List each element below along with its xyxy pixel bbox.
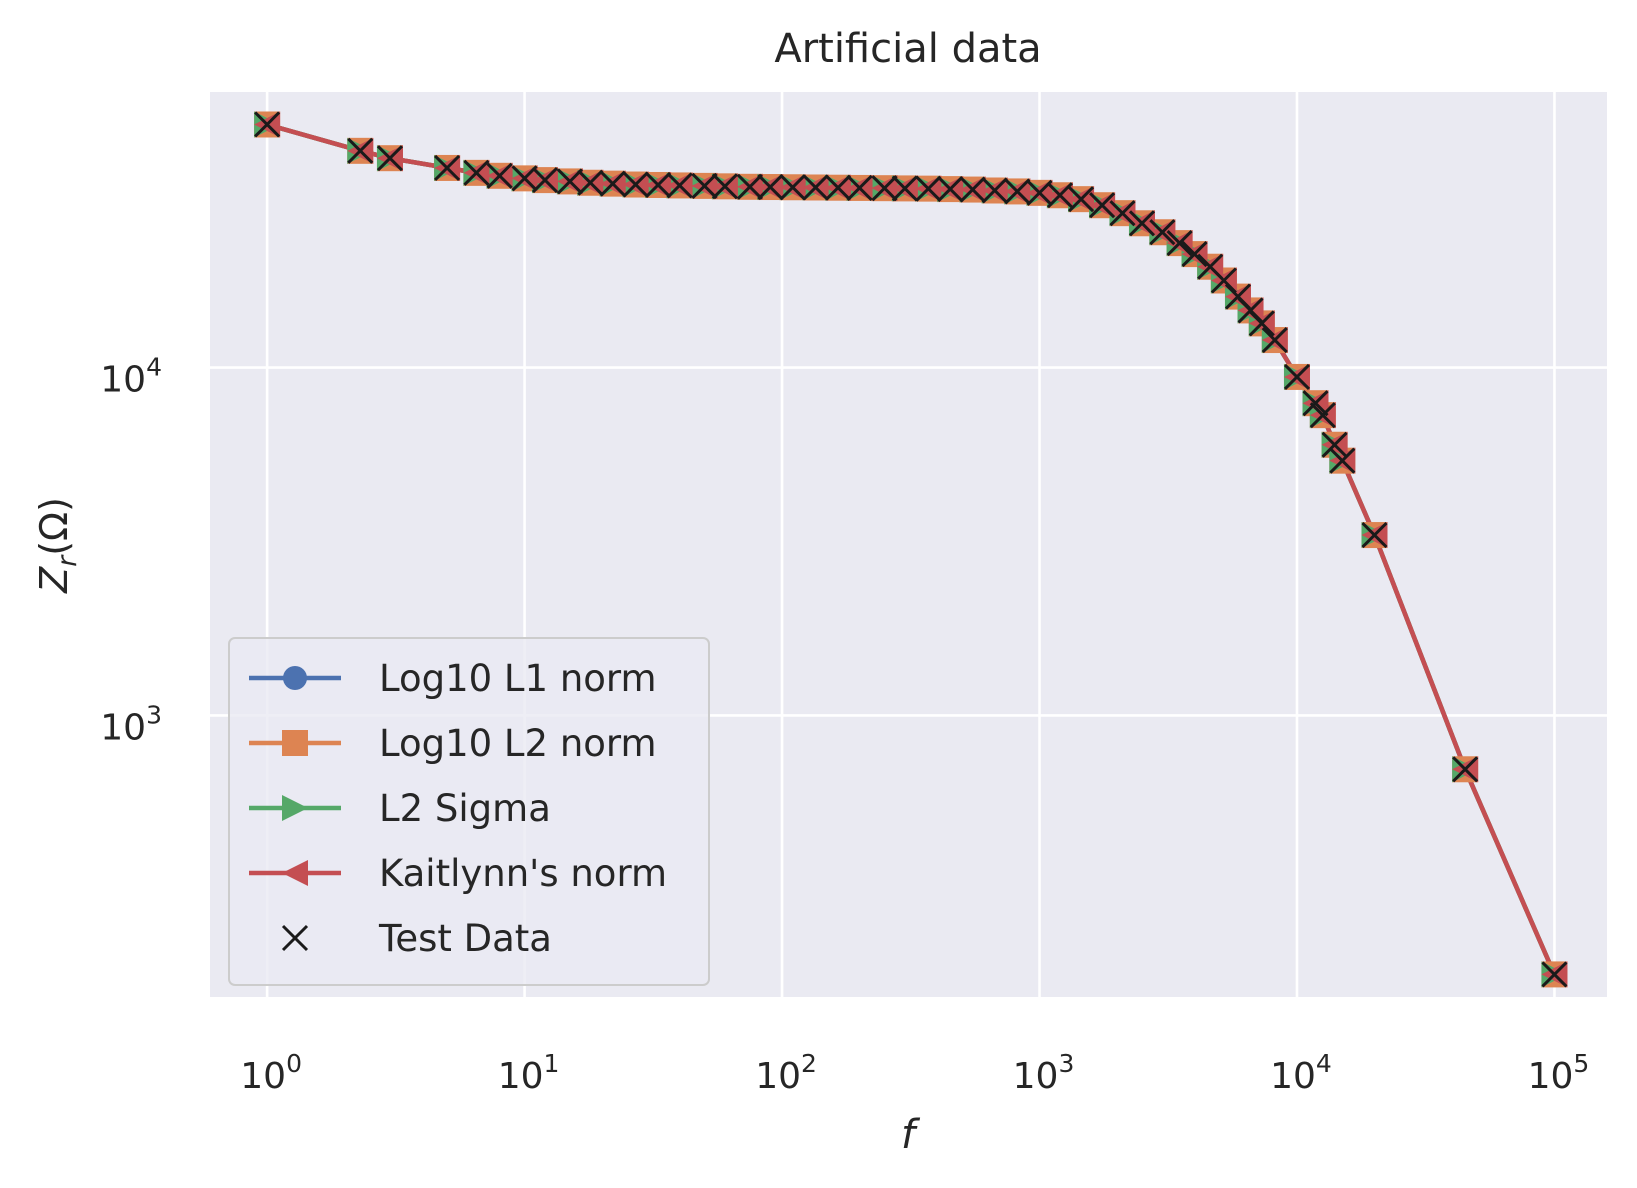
legend: Log10 L1 norm Log10 L2 norm L2 Sigma Kaitly… xyxy=(228,637,710,986)
series-4-point-26 xyxy=(959,176,986,203)
series-4-point-5 xyxy=(486,162,513,189)
series-4-point-50 xyxy=(1452,756,1479,783)
series-4-point-48 xyxy=(1329,447,1356,474)
y-tick-label-0-exp: 3 xyxy=(146,700,162,729)
legend-marker-0 xyxy=(283,666,307,690)
series-4-point-10 xyxy=(599,170,626,197)
series-4-point-47 xyxy=(1321,431,1348,458)
series-4-point-15 xyxy=(711,173,738,200)
y-tick-label-1-exp: 4 xyxy=(146,353,162,382)
x-tick-label-4-base: 10 xyxy=(1270,1056,1316,1097)
series-4-point-35 xyxy=(1149,219,1176,246)
series-4-point-8 xyxy=(556,168,583,195)
series-4-point-34 xyxy=(1128,210,1156,237)
x-tick-label-5-base: 10 xyxy=(1528,1056,1574,1097)
y-tick-label-1: 104 xyxy=(100,353,162,401)
legend-label-1: Log10 L2 norm xyxy=(379,722,657,765)
y-tick-label-1-base: 10 xyxy=(100,360,146,401)
y-axis-label-symbol: Z xyxy=(32,566,76,594)
series-4-point-25 xyxy=(937,176,964,203)
series-4-point-23 xyxy=(891,175,918,202)
series-4-point-17 xyxy=(757,173,784,201)
x-axis-ticks: 100 101 102 103 104 105 xyxy=(240,1049,1589,1097)
series-4-point-6 xyxy=(511,165,538,192)
x-tick-label-1: 101 xyxy=(498,1049,560,1097)
y-axis-label: Zr(Ω) xyxy=(32,497,83,594)
legend-box xyxy=(228,637,710,986)
x-tick-label-4-exp: 4 xyxy=(1316,1049,1332,1078)
y-axis-label-unit: (Ω) xyxy=(32,497,76,556)
series-4-point-18 xyxy=(779,174,806,201)
grid xyxy=(210,92,1607,997)
y-axis-label-subscript: r xyxy=(52,554,83,567)
series-4-point-22 xyxy=(871,175,898,202)
series-4-point-13 xyxy=(666,172,693,199)
chart-title: Artificial data xyxy=(774,26,1041,72)
series-4-point-9 xyxy=(577,169,604,196)
series-4-point-7 xyxy=(531,167,559,194)
legend-marker-4 xyxy=(281,924,309,952)
legend-marker-1 xyxy=(282,730,308,756)
x-tick-label-0-base: 10 xyxy=(240,1056,286,1097)
series-4-point-43 xyxy=(1261,326,1288,354)
series-4-point-51 xyxy=(1541,961,1568,988)
series-4-point-2 xyxy=(376,145,404,172)
x-tick-label-3: 103 xyxy=(1013,1049,1075,1097)
series-4-point-16 xyxy=(736,173,763,200)
x-tick-label-2: 102 xyxy=(755,1049,817,1097)
legend-marker-3 xyxy=(282,860,308,886)
series-4-point-28 xyxy=(1004,178,1031,205)
legend-label-4: Test Data xyxy=(378,917,552,960)
x-tick-label-4: 104 xyxy=(1270,1049,1332,1097)
x-tick-label-2-exp: 2 xyxy=(801,1049,817,1078)
legend-label-2: L2 Sigma xyxy=(379,787,551,830)
series-4-point-11 xyxy=(622,171,649,198)
legend-marker-2 xyxy=(282,795,308,821)
series-4-point-42 xyxy=(1248,310,1275,337)
x-tick-label-2-base: 10 xyxy=(755,1056,801,1097)
series-4-point-4 xyxy=(463,159,490,186)
x-axis-label: f xyxy=(901,1112,921,1158)
series-4-point-0 xyxy=(254,111,281,138)
series-4-point-20 xyxy=(824,174,852,201)
x-tick-label-3-base: 10 xyxy=(1013,1056,1059,1097)
series-4-point-33 xyxy=(1109,200,1136,227)
x-tick-label-5: 105 xyxy=(1528,1049,1590,1097)
series-4-point-44 xyxy=(1283,363,1311,391)
legend-label-3: Kaitlynn's norm xyxy=(379,852,667,895)
series-4-point-12 xyxy=(645,171,672,199)
y-tick-label-0: 103 xyxy=(100,700,162,748)
x-tick-label-5-exp: 5 xyxy=(1573,1049,1589,1078)
series-4-point-31 xyxy=(1068,186,1095,213)
legend-label-0: Log10 L1 norm xyxy=(379,657,657,700)
series-4-point-45 xyxy=(1302,390,1329,417)
x-tick-label-0: 100 xyxy=(240,1049,302,1097)
series-4-point-46 xyxy=(1309,402,1336,429)
x-tick-label-1-exp: 1 xyxy=(544,1049,560,1078)
series-4-point-24 xyxy=(915,175,942,202)
series-4-point-14 xyxy=(691,172,718,199)
y-tick-label-0-base: 10 xyxy=(100,707,146,748)
x-tick-label-0-exp: 0 xyxy=(286,1049,302,1078)
series-4-point-27 xyxy=(981,177,1008,204)
series-4-point-36 xyxy=(1166,230,1193,257)
series-markers xyxy=(254,111,1568,988)
series-4-point-49 xyxy=(1361,521,1388,549)
x-tick-label-3-exp: 3 xyxy=(1058,1049,1074,1078)
series-4-point-1 xyxy=(347,137,374,164)
series-4-point-37 xyxy=(1181,241,1208,268)
series-4-point-30 xyxy=(1046,182,1073,209)
series-4-point-3 xyxy=(434,154,461,182)
series-4-point-32 xyxy=(1089,192,1116,219)
x-tick-label-1-base: 10 xyxy=(498,1056,544,1097)
series-4-point-19 xyxy=(802,174,829,201)
series-4-point-21 xyxy=(846,174,873,202)
